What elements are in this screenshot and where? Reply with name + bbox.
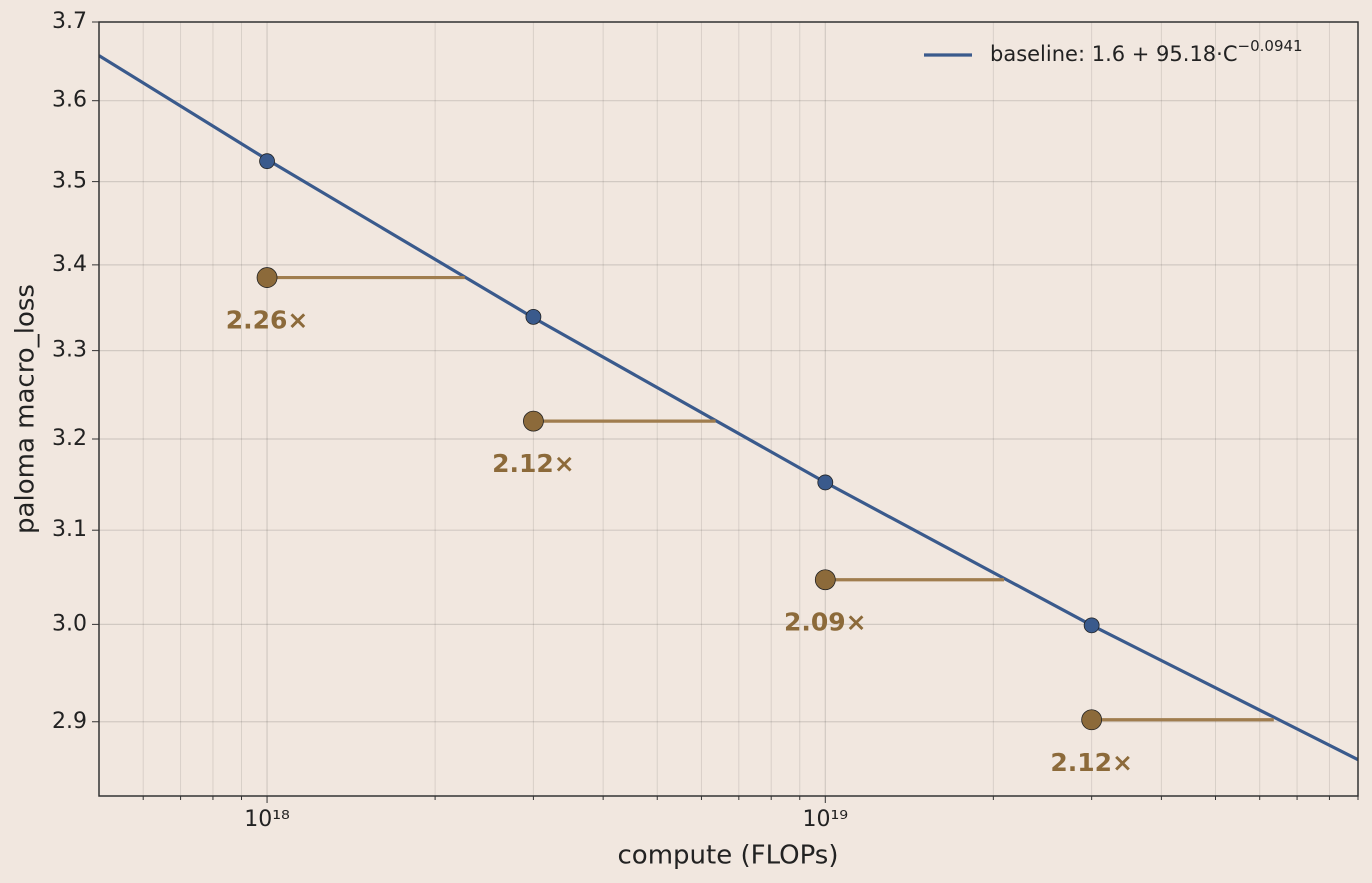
multiplier-label: 2.26× (226, 306, 309, 335)
improved-point (1081, 709, 1103, 731)
plot-frame (98, 21, 1359, 797)
multiplier-label: 2.12× (1050, 748, 1133, 777)
baseline-point (259, 153, 275, 170)
improved-point (523, 410, 544, 432)
multiplier-label: 2.09× (784, 608, 867, 637)
y-axis-label: paloma macro_loss (11, 284, 41, 534)
y-tick-label: 3.2 (52, 426, 87, 451)
baseline-point (525, 308, 542, 325)
legend-text: baseline: 1.6 + 95.18·C (990, 42, 1238, 66)
y-tick-label: 3.5 (52, 169, 87, 194)
baseline-point (817, 474, 834, 491)
y-tick-label: 3.1 (52, 517, 87, 542)
legend-exponent: −0.0941 (1238, 37, 1303, 55)
improved-point (256, 267, 278, 288)
baseline-point (1083, 617, 1100, 634)
fit-line (99, 54, 1358, 762)
y-tick-label: 3.7 (52, 9, 87, 34)
x-tick-label: 10¹⁹ (802, 807, 848, 832)
improved-point (814, 569, 836, 591)
multiplier-label: 2.12× (492, 449, 575, 478)
x-axis-label: compute (FLOPs) (618, 841, 839, 871)
x-tick-label: 10¹⁸ (244, 807, 290, 832)
y-tick-label: 3.4 (52, 252, 87, 277)
y-tick-label: 2.9 (52, 709, 87, 734)
y-tick-label: 3.6 (52, 88, 87, 113)
y-tick-label: 3.3 (52, 338, 87, 363)
legend-label: baseline: 1.6 + 95.18·C−0.0941 (990, 37, 1303, 67)
y-tick-label: 3.0 (52, 611, 87, 636)
